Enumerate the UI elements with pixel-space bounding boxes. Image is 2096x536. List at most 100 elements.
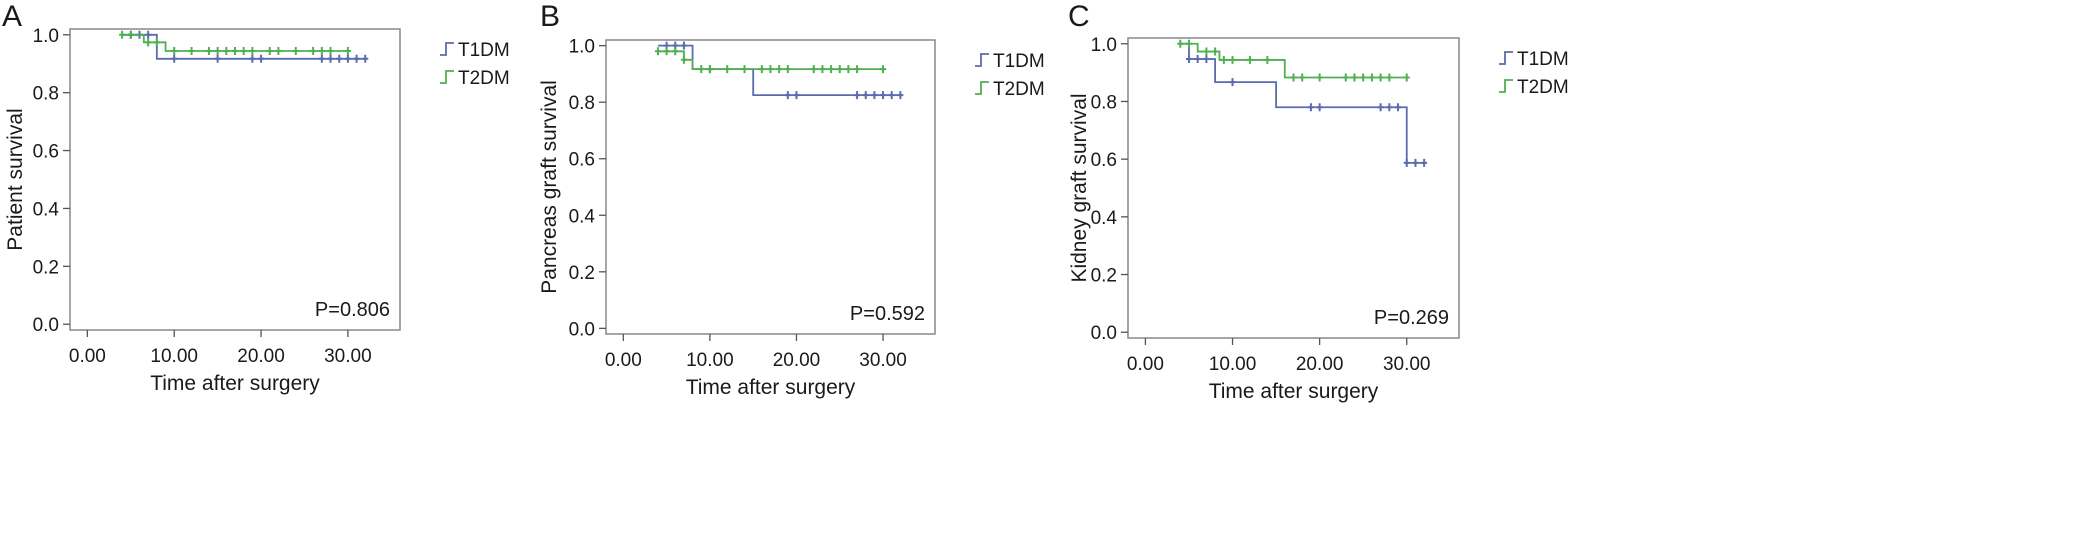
x-tick-label: 0.00	[1127, 354, 1164, 375]
censor-mark-t2dm	[776, 65, 783, 74]
censor-mark-t1dm	[214, 54, 221, 63]
censor-mark-t2dm	[1368, 73, 1375, 82]
censor-mark-t1dm	[1316, 103, 1323, 112]
x-tick-label: 30.00	[1383, 354, 1431, 375]
y-axis-label: Patient survival	[4, 108, 27, 250]
y-tick-label: 0.0	[1091, 323, 1117, 344]
panel-letter: B	[540, 0, 560, 33]
censor-mark-t2dm	[1316, 73, 1323, 82]
x-tick-label: 0.00	[69, 346, 106, 367]
x-tick-label: 20.00	[773, 350, 821, 371]
censor-mark-t2dm	[741, 65, 748, 74]
x-axis-label: Time after surgery	[686, 376, 856, 399]
censor-mark-t2dm	[240, 46, 247, 55]
censor-mark-t1dm	[353, 54, 360, 63]
y-tick-label: 0.0	[569, 319, 595, 340]
legend-label: T1DM	[1517, 49, 1569, 70]
x-axis-label: Time after surgery	[1209, 380, 1379, 403]
censor-mark-t1dm	[1386, 103, 1393, 112]
plot-frame	[69, 28, 401, 331]
censor-mark-t2dm	[214, 46, 221, 55]
censor-mark-t2dm	[145, 38, 152, 47]
censor-mark-t2dm	[119, 30, 126, 39]
x-tick-label: 30.00	[859, 350, 907, 371]
censor-mark-t2dm	[706, 65, 713, 74]
censor-mark-t2dm	[127, 30, 134, 39]
censor-mark-t2dm	[1212, 47, 1219, 56]
y-tick-label: 1.0	[33, 26, 59, 47]
legend-swatch-t2dm	[440, 70, 454, 84]
y-tick-label: 0.4	[33, 199, 60, 220]
censor-mark-t1dm	[871, 91, 878, 100]
x-tick-label: 30.00	[324, 346, 372, 367]
censor-mark-t2dm	[249, 46, 256, 55]
censor-mark-t2dm	[828, 65, 835, 74]
censor-mark-t1dm	[336, 54, 343, 63]
x-tick-label: 20.00	[237, 346, 285, 367]
censor-mark-t2dm	[275, 46, 282, 55]
legend-label: T2DM	[993, 79, 1045, 100]
x-tick-label: 10.00	[1209, 354, 1257, 375]
censor-mark-t1dm	[318, 54, 325, 63]
censor-mark-t2dm	[758, 65, 765, 74]
censor-mark-t2dm	[1264, 55, 1271, 64]
censor-mark-t2dm	[1299, 73, 1306, 82]
series-line-t2dm	[1180, 42, 1407, 79]
y-tick-label: 0.2	[569, 263, 595, 284]
legend-label: T1DM	[458, 40, 510, 61]
p-value-label: P=0.806	[315, 299, 390, 321]
y-tick-label: 0.6	[33, 142, 59, 163]
censor-mark-t1dm	[1403, 158, 1410, 167]
censor-mark-t2dm	[810, 65, 817, 74]
censor-mark-t1dm	[1203, 55, 1210, 64]
censor-mark-t1dm	[680, 41, 687, 50]
censor-mark-t1dm	[1395, 103, 1402, 112]
censor-mark-t2dm	[672, 47, 679, 56]
censor-mark-t2dm	[1377, 73, 1384, 82]
panel-b: B 0.0 0.2 0.4 0.6 0.8 1.0 0.00 10.00 20.00 30.00Ti…	[538, 0, 1045, 399]
censor-mark-t2dm	[1360, 73, 1367, 82]
censor-mark-t2dm	[836, 65, 843, 74]
censor-mark-t2dm	[1229, 55, 1236, 64]
panel-letter: A	[2, 0, 22, 33]
censor-mark-t2dm	[724, 65, 731, 74]
censor-mark-t2dm	[880, 65, 887, 74]
censor-mark-t1dm	[327, 54, 334, 63]
censor-mark-t1dm	[1421, 158, 1428, 167]
censor-mark-t1dm	[880, 91, 887, 100]
x-tick-label: 0.00	[605, 350, 642, 371]
censor-mark-t2dm	[327, 46, 334, 55]
y-tick-label: 0.0	[33, 315, 59, 336]
censor-mark-t2dm	[1246, 55, 1253, 64]
legend-swatch-t1dm	[1499, 51, 1513, 65]
censor-mark-t2dm	[232, 46, 238, 55]
legend-label: T2DM	[458, 68, 510, 89]
legend-swatch-t2dm	[1499, 79, 1513, 93]
panel-c: C 0.0 0.2 0.4 0.6 0.8 1.0 0.00 10.00 20.00 30.00Ti…	[1068, 0, 1569, 403]
y-tick-label: 0.8	[33, 84, 59, 105]
censor-mark-t1dm	[258, 54, 265, 63]
censor-mark-t2dm	[344, 46, 351, 55]
legend-swatch-t2dm	[975, 81, 989, 95]
censor-mark-t1dm	[145, 30, 152, 39]
censor-mark-t2dm	[153, 38, 160, 47]
y-tick-label: 0.2	[1091, 266, 1117, 287]
censor-mark-t2dm	[188, 46, 195, 55]
y-tick-label: 0.8	[569, 93, 595, 114]
censor-mark-t2dm	[1290, 73, 1297, 82]
p-value-label: P=0.269	[1374, 307, 1449, 329]
legend-swatch-t1dm	[440, 42, 454, 56]
censor-mark-t1dm	[1229, 78, 1236, 87]
legend-label: T2DM	[1517, 77, 1569, 98]
censor-mark-t2dm	[698, 65, 705, 74]
x-axis-label: Time after surgery	[150, 372, 320, 395]
censor-mark-t1dm	[1307, 103, 1314, 112]
plot-frame	[605, 39, 936, 335]
censor-mark-t1dm	[793, 91, 800, 100]
censor-mark-t2dm	[1351, 73, 1358, 82]
censor-mark-t1dm	[784, 91, 791, 100]
censor-mark-t2dm	[1185, 39, 1192, 48]
censor-mark-t2dm	[854, 65, 861, 74]
series-line-t1dm	[1180, 42, 1425, 164]
